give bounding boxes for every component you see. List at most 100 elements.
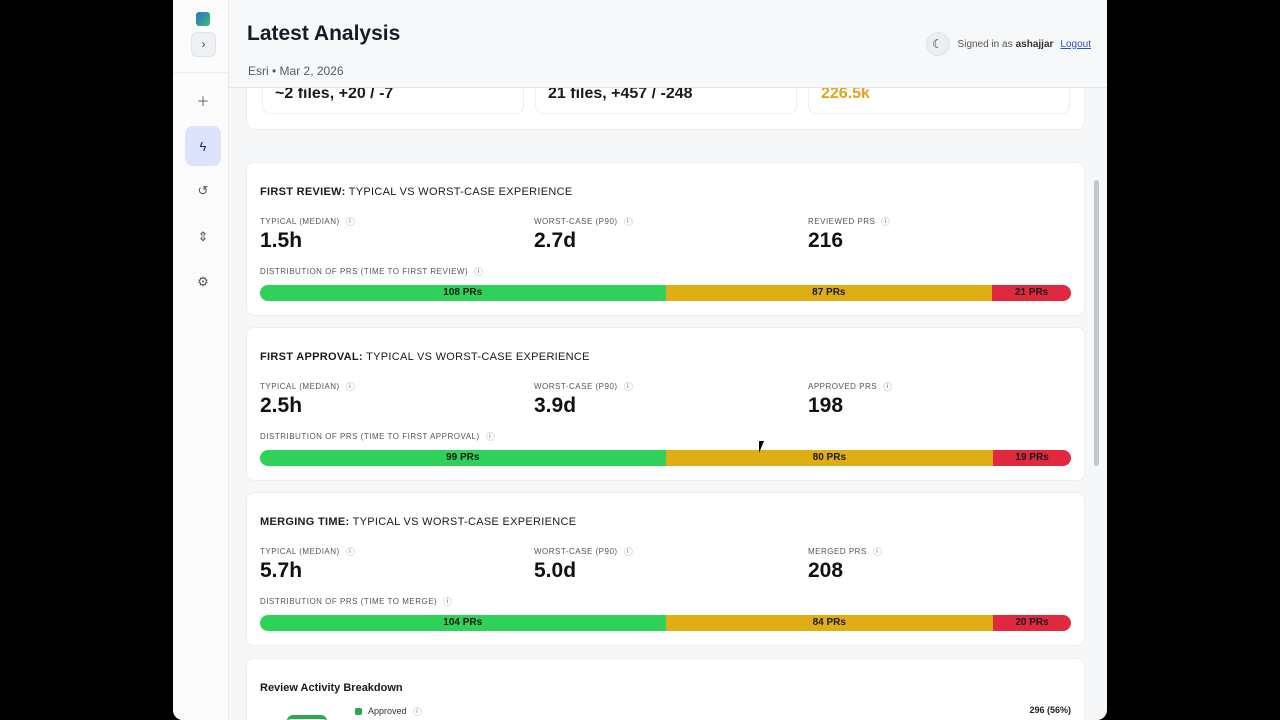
timing-panel: FIRST REVIEW: TYPICAL VS WORST-CASE EXPE… [246,162,1085,316]
sidebar-item-settings[interactable]: ⚙ [185,262,221,302]
panel-title-rest: TYPICAL VS WORST-CASE EXPERIENCE [352,516,577,528]
distribution-segment: 104 PRs [260,615,666,631]
panel-title-rest: TYPICAL VS WORST-CASE EXPERIENCE [366,351,590,363]
distribution-label: DISTRIBUTION OF PRS (TIME TO FIRST REVIE… [260,267,484,276]
info-icon[interactable]: i [872,547,882,556]
info-icon[interactable]: i [345,382,355,391]
distribution-bar: 104 PRs 84 PRs 20 PRs [260,615,1071,631]
info-icon[interactable]: i [881,217,891,226]
distribution-segment: 21 PRs [992,285,1071,301]
panel-title: MERGING TIME: TYPICAL VS WORST-CASE EXPE… [260,516,576,528]
review-activity-title: Review Activity Breakdown [260,682,403,694]
metric-label-text: MERGED PRS [808,547,867,556]
distribution-segment: 99 PRs [260,450,666,466]
plus-icon: ＋ [196,93,210,109]
typical-metric: TYPICAL (MEDIAN) i 2.5h [260,382,355,418]
logout-link[interactable]: Logout [1060,38,1091,50]
metric-label: APPROVED PRS i [808,382,893,391]
worst-case-metric: WORST-CASE (P90) i 2.7d [534,217,633,253]
metric-label-text: WORST-CASE (P90) [534,217,618,226]
distribution-label: DISTRIBUTION OF PRS (TIME TO FIRST APPRO… [260,432,495,441]
metric-label-text: TYPICAL (MEDIAN) [260,382,340,391]
expand-sidebar-button[interactable]: › [191,32,216,57]
distribution-segment: 84 PRs [665,615,994,631]
donut-chart [287,715,327,720]
metric-value: 216 [808,229,844,252]
metric-label: WORST-CASE (P90) i [534,547,633,556]
timing-panel: FIRST APPROVAL: TYPICAL VS WORST-CASE EX… [246,327,1085,481]
app-logo [196,12,210,26]
metric-value: 208 [808,559,844,582]
lightning-icon: ϟ [199,138,207,154]
legend-swatch [355,707,362,715]
metric-label: WORST-CASE (P90) i [534,382,633,391]
moon-icon: ☾ [932,37,943,51]
summary-value: ~2 files, +20 / -7 [275,85,394,102]
worst-case-metric: WORST-CASE (P90) i 3.9d [534,382,633,418]
metric-value: 198 [808,394,844,417]
info-icon[interactable]: i [883,382,893,391]
page-title: Latest Analysis [247,22,401,45]
user-area: ☾ Signed in as ashajjar Logout [925,32,1091,56]
info-icon[interactable]: i [345,547,355,556]
info-icon[interactable]: i [623,217,633,226]
username: ashajjar [1015,38,1054,50]
info-icon[interactable]: i [345,217,355,226]
distribution-label-text: DISTRIBUTION OF PRS (TIME TO FIRST APPRO… [260,432,480,441]
distribution-segment: 20 PRs [993,615,1071,631]
info-icon[interactable]: i [474,267,484,276]
metric-label-text: TYPICAL (MEDIAN) [260,547,340,556]
count-metric: MERGED PRS i 208 [808,547,882,583]
page-subtitle: Esri • Mar 2, 2026 [248,64,344,78]
metric-value: 5.0d [534,559,577,582]
sidebar-item-analysis[interactable]: ϟ [185,126,221,166]
history-icon: ↺ [197,183,209,198]
distribution-label-text: DISTRIBUTION OF PRS (TIME TO MERGE) [260,597,438,606]
review-activity-card: Review Activity Breakdown Approved i 296 … [246,658,1085,720]
distribution-segment: 108 PRs [260,285,666,301]
metric-label-text: REVIEWED PRS [808,217,876,226]
metric-label: WORST-CASE (P90) i [534,217,633,226]
panel-title-bold: MERGING TIME: [260,516,350,528]
sidebar-item-compare[interactable]: ⇕ [185,217,221,257]
metric-label-text: WORST-CASE (P90) [534,547,618,556]
mouse-cursor [759,441,764,453]
legend-item-approved: Approved i [355,706,422,716]
timing-panel: MERGING TIME: TYPICAL VS WORST-CASE EXPE… [246,492,1085,646]
sidebar-item-history[interactable]: ↺ [185,171,221,211]
signed-in-label: Signed in as [957,38,1013,50]
distribution-segment: 87 PRs [665,285,993,301]
compare-icon: ⇕ [197,229,209,244]
legend-value: 296 (56%) [1029,705,1071,715]
distribution-segment: 80 PRs [665,450,994,466]
sidebar-item-new[interactable]: ＋ [185,80,221,120]
scrollbar[interactable] [1094,180,1099,466]
distribution-segment: 19 PRs [993,450,1071,466]
gear-icon: ⚙ [197,274,209,289]
panel-title-rest: TYPICAL VS WORST-CASE EXPERIENCE [348,186,573,198]
info-icon[interactable]: i [485,432,495,441]
distribution-bar: 108 PRs 87 PRs 21 PRs [260,285,1071,301]
metric-label-text: TYPICAL (MEDIAN) [260,217,340,226]
metric-value: 2.5h [260,394,303,417]
sidebar: › ＋ ϟ ↺ ⇕ ⚙ [173,0,229,720]
metric-label-text: WORST-CASE (P90) [534,382,618,391]
summary-value: 226.5k [821,85,870,102]
info-icon[interactable]: i [412,706,422,716]
dark-mode-toggle[interactable]: ☾ [925,32,950,56]
metric-label: TYPICAL (MEDIAN) i [260,382,355,391]
metric-label: TYPICAL (MEDIAN) i [260,217,355,226]
metric-value: 1.5h [260,229,303,252]
sidebar-divider [173,72,229,73]
panel-title: FIRST APPROVAL: TYPICAL VS WORST-CASE EX… [260,351,590,363]
typical-metric: TYPICAL (MEDIAN) i 1.5h [260,217,355,253]
info-icon[interactable]: i [623,547,633,556]
distribution-bar: 99 PRs 80 PRs 19 PRs [260,450,1071,466]
header: Latest Analysis Esri • Mar 2, 2026 ☾ Sig… [229,0,1107,88]
distribution-label: DISTRIBUTION OF PRS (TIME TO MERGE) i [260,597,453,606]
metric-value: 5.7h [260,559,303,582]
app-window: › ＋ ϟ ↺ ⇕ ⚙ ~2 files, +20 / -7 21 files,… [173,0,1107,720]
info-icon[interactable]: i [443,597,453,606]
main-content: ~2 files, +20 / -7 21 files, +457 / -248… [229,0,1100,720]
info-icon[interactable]: i [623,382,633,391]
